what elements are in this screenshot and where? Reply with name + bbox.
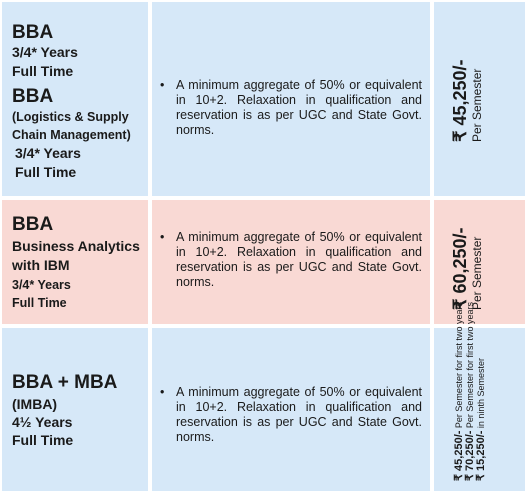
fee: ₹ 45,250/- Per Semester [450,59,484,142]
fee-note: Per Semester for first two years [454,302,464,431]
criteria-text: A minimum aggregate of 50% or equivalent… [176,385,422,444]
program-specialization: Business Analytics [12,238,140,254]
criteria-text: A minimum aggregate of 50% or equivalent… [176,78,422,137]
criteria-text: A minimum aggregate of 50% or equivalent… [176,230,422,289]
fee-line: ₹ 15,250/- in ninth Semester [475,302,487,481]
bullet: • [160,385,165,399]
criteria: • A minimum aggregate of 50% or equivale… [160,78,422,138]
program-cell: BBA + MBA (IMBA) 4½ Years Full Time [2,328,148,491]
criteria-cell: • A minimum aggregate of 50% or equivale… [152,2,430,196]
fee-breakdown: ₹ 45,250/- Per Semester for first two ye… [453,302,487,481]
bullet: • [160,78,165,92]
bullet: • [160,230,165,244]
criteria-cell: • A minimum aggregate of 50% or equivale… [152,328,430,491]
fee: ₹ 60,250/- Per Semester [450,227,484,310]
criteria-cell: • A minimum aggregate of 50% or equivale… [152,200,430,324]
program-name: BBA [12,214,54,235]
program-name: BBA [12,22,54,43]
program-specialization: (IMBA) [12,396,58,412]
fee-note: Per Semester for first two years [465,302,475,431]
program-specialization: (Logistics & Supply [12,110,129,124]
program-duration: 3/4* Years [15,145,81,161]
program-mode: Full Time [12,63,74,79]
program-specialization: with IBM [12,257,70,273]
fee-period: Per Semester [470,236,484,310]
program-cell: BBA 3/4* Years Full Time BBA (Logistics … [2,2,148,196]
fee-note: in ninth Semester [476,358,486,431]
program-duration: 3/4* Years [12,278,71,292]
fee-amount: ₹ 45,250/- [450,59,470,142]
program-mode: Full Time [15,164,77,180]
fee-cell: ₹ 45,250/- Per Semester [434,2,525,196]
program-mode: Full Time [12,296,67,310]
program-duration: 4½ Years [12,414,73,430]
fee-period: Per Semester [470,68,484,142]
criteria: • A minimum aggregate of 50% or equivale… [160,385,422,445]
fee-amount: ₹ 15,250/- [475,430,487,481]
program-name: BBA + MBA [12,372,118,393]
criteria: • A minimum aggregate of 50% or equivale… [160,230,422,290]
fee-amount: ₹ 60,250/- [450,227,470,310]
program-cell: BBA Business Analytics with IBM 3/4* Yea… [2,200,148,324]
program-name: BBA [12,86,54,107]
program-specialization: Chain Management) [12,128,131,142]
program-mode: Full Time [12,432,74,448]
fee-cell: ₹ 45,250/- Per Semester for first two ye… [434,302,525,491]
program-duration: 3/4* Years [12,44,78,60]
fee-cell: ₹ 60,250/- Per Semester [434,200,525,324]
